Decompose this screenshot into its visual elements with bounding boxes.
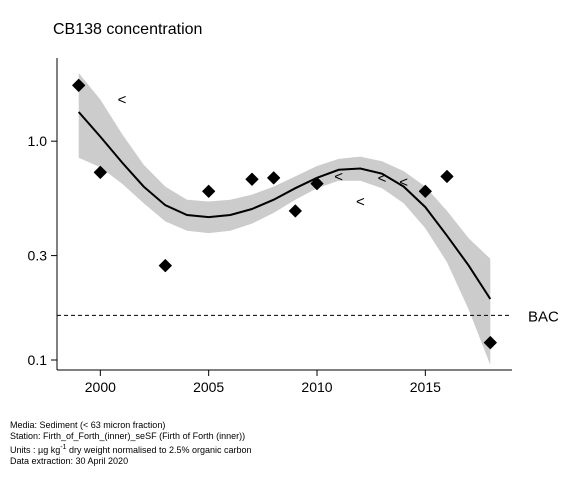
reference-line-layer: BAC	[57, 308, 559, 325]
data-point	[440, 169, 454, 183]
footer-units: Units : µg kg-1 dry weight normalised to…	[10, 442, 252, 456]
less-than-marker: <	[334, 168, 343, 185]
trend-line	[77, 111, 492, 300]
confidence-band-layer	[78, 73, 491, 365]
data-point	[310, 177, 324, 191]
x-tick-label: 2000	[85, 379, 116, 395]
data-point	[267, 171, 281, 185]
data-point	[202, 184, 216, 198]
chart: CB138 concentration BAC 2000 2005 2010 2015…	[28, 21, 559, 395]
data-points	[72, 78, 497, 350]
footer-extraction: Data extraction: 30 April 2020	[10, 456, 129, 466]
x-tick-label: 2015	[410, 379, 441, 395]
footer-units-prefix: Units : µg kg	[10, 445, 61, 455]
x-tick-label: 2010	[301, 379, 332, 395]
data-point	[288, 204, 302, 218]
footer-units-suffix: dry weight normalised to 2.5% organic ca…	[66, 445, 252, 455]
data-point	[72, 78, 86, 92]
less-than-markers: < < < < <	[118, 92, 409, 211]
less-than-marker: <	[378, 170, 387, 187]
data-point	[93, 165, 107, 179]
confidence-band	[78, 73, 491, 365]
y-tick-label: 0.3	[28, 248, 48, 264]
axes: 2000 2005 2010 2015 0.1 0.3 1.0	[28, 58, 512, 395]
y-tick-label: 1.0	[28, 133, 48, 149]
footer-notes: Media: Sediment (< 63 micron fraction) S…	[10, 420, 252, 467]
data-point	[158, 259, 172, 273]
footer-station: Station: Firth_of_Forth_(inner)_seSF (Fi…	[10, 431, 246, 441]
less-than-marker: <	[356, 194, 365, 211]
footer-units-sup: -1	[60, 444, 67, 451]
data-point	[418, 184, 432, 198]
data-point	[245, 172, 259, 186]
chart-title: CB138 concentration	[53, 21, 202, 38]
footer-media: Media: Sediment (< 63 micron fraction)	[10, 420, 166, 430]
less-than-marker: <	[118, 92, 127, 109]
data-point	[483, 336, 497, 350]
trend-line-layer	[77, 111, 492, 300]
y-tick-label: 0.1	[28, 352, 48, 368]
x-tick-label: 2005	[193, 379, 224, 395]
bac-label: BAC	[528, 308, 559, 325]
less-than-marker: <	[399, 174, 408, 191]
